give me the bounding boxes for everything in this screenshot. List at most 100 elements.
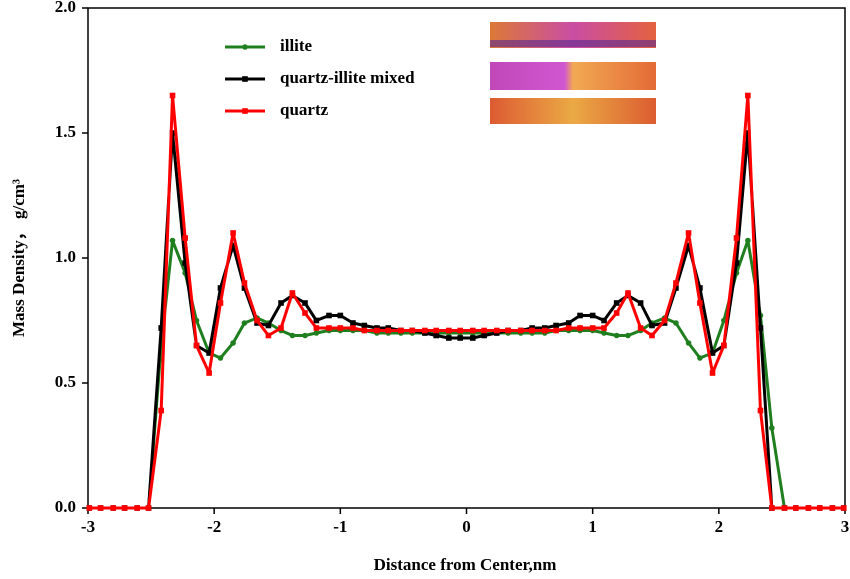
marker bbox=[241, 280, 248, 286]
y-tick-label: 0.5 bbox=[55, 372, 76, 391]
inset-structure bbox=[490, 22, 656, 124]
marker bbox=[361, 322, 368, 329]
marker bbox=[625, 290, 631, 296]
marker bbox=[685, 242, 692, 249]
marker bbox=[337, 325, 344, 331]
legend-label: quartz-illite mixed bbox=[280, 68, 415, 87]
marker bbox=[265, 322, 272, 329]
marker bbox=[278, 325, 284, 331]
marker bbox=[805, 505, 812, 511]
marker bbox=[517, 327, 524, 334]
x-tick-label: -1 bbox=[333, 517, 347, 536]
marker bbox=[601, 325, 607, 331]
marker bbox=[182, 235, 188, 241]
marker bbox=[661, 317, 668, 324]
marker bbox=[709, 350, 716, 356]
marker bbox=[541, 327, 548, 334]
marker bbox=[254, 317, 260, 324]
marker bbox=[182, 260, 188, 266]
marker bbox=[470, 335, 476, 341]
marker bbox=[757, 325, 764, 331]
marker bbox=[230, 340, 236, 346]
marker bbox=[446, 327, 452, 334]
plot-frame bbox=[87, 7, 846, 509]
marker bbox=[446, 335, 452, 341]
marker bbox=[697, 300, 703, 306]
marker bbox=[697, 285, 703, 291]
series-line bbox=[89, 131, 844, 510]
x-axis-label: Distance from Center,nm bbox=[374, 555, 557, 574]
x-tick-label: 3 bbox=[841, 517, 850, 536]
marker bbox=[86, 505, 93, 511]
marker bbox=[145, 505, 152, 511]
marker bbox=[289, 332, 296, 339]
legend-label: quartz bbox=[280, 100, 329, 119]
marker bbox=[230, 230, 236, 236]
y-tick-label: 1.0 bbox=[55, 247, 76, 266]
legend-marker bbox=[242, 108, 248, 114]
legend-label: illite bbox=[280, 36, 313, 55]
marker bbox=[337, 312, 344, 319]
marker bbox=[422, 327, 428, 334]
marker bbox=[217, 300, 224, 306]
marker bbox=[470, 327, 476, 334]
marker bbox=[241, 285, 248, 291]
marker bbox=[577, 325, 583, 331]
marker bbox=[792, 505, 799, 511]
marker bbox=[697, 355, 703, 361]
marker bbox=[265, 332, 272, 339]
x-tick-label: 1 bbox=[588, 517, 597, 536]
y-axis-label: Mass Density， g/cm³ bbox=[9, 179, 28, 337]
marker bbox=[289, 290, 296, 296]
y-tick-label: 1.5 bbox=[55, 122, 76, 141]
marker bbox=[589, 325, 596, 331]
marker bbox=[241, 320, 248, 326]
marker bbox=[553, 322, 559, 329]
marker bbox=[457, 327, 463, 334]
x-tick-label: 0 bbox=[462, 517, 471, 536]
marker bbox=[457, 335, 463, 341]
marker bbox=[302, 332, 308, 339]
marker bbox=[613, 332, 620, 339]
marker bbox=[302, 300, 308, 306]
series-line bbox=[89, 239, 844, 510]
marker bbox=[158, 325, 164, 331]
marker bbox=[433, 332, 440, 339]
marker bbox=[313, 325, 320, 331]
y-tick-label: 0.0 bbox=[55, 497, 76, 516]
series-line bbox=[89, 94, 844, 510]
marker bbox=[781, 505, 788, 511]
marker bbox=[829, 505, 836, 511]
marker bbox=[757, 407, 764, 414]
marker bbox=[158, 407, 164, 414]
marker bbox=[313, 317, 320, 324]
marker bbox=[97, 505, 104, 511]
marker bbox=[637, 300, 644, 306]
marker bbox=[673, 280, 679, 286]
marker bbox=[193, 342, 200, 349]
marker bbox=[313, 330, 320, 336]
marker bbox=[350, 320, 356, 326]
marker bbox=[230, 242, 236, 249]
marker bbox=[398, 327, 404, 334]
marker bbox=[649, 332, 655, 339]
marker bbox=[565, 320, 572, 326]
x-tick-label: -2 bbox=[207, 517, 221, 536]
marker bbox=[206, 370, 212, 376]
marker bbox=[481, 332, 487, 339]
x-tick-label: -3 bbox=[81, 517, 95, 536]
marker bbox=[601, 317, 607, 324]
marker bbox=[385, 327, 392, 334]
marker bbox=[493, 327, 500, 334]
marker bbox=[433, 327, 440, 334]
marker bbox=[745, 130, 751, 136]
marker bbox=[361, 327, 368, 334]
marker bbox=[589, 312, 596, 319]
marker bbox=[709, 370, 716, 376]
y-tick-label: 2.0 bbox=[55, 0, 76, 16]
marker bbox=[169, 237, 176, 244]
marker bbox=[649, 322, 655, 329]
marker bbox=[685, 340, 692, 346]
marker bbox=[110, 505, 117, 511]
